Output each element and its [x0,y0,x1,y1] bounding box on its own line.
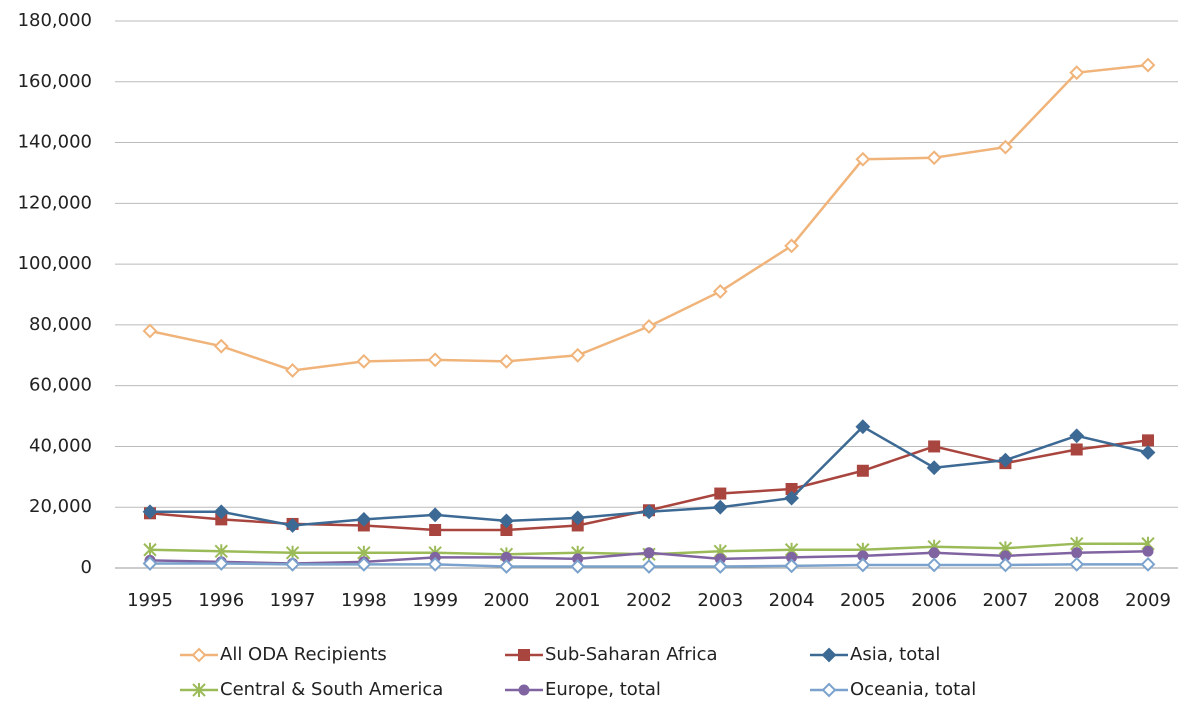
y-tick-label: 120,000 [18,192,92,213]
x-tick-label: 2006 [911,590,957,611]
legend-label: All ODA Recipients [220,644,387,665]
marker [712,559,728,574]
marker [427,352,443,368]
x-tick-label: 1995 [127,590,173,611]
x-tick-label: 2002 [626,590,672,611]
marker [712,284,728,299]
legend-marker [518,649,530,661]
marker [213,504,229,520]
legend-marker [191,647,207,663]
x-tick-label: 2001 [555,590,601,611]
marker [712,499,728,515]
marker [1070,443,1083,456]
marker [926,557,942,573]
marker [998,452,1013,468]
marker [213,338,229,354]
y-tick-label: 20,000 [29,496,92,517]
marker [928,547,940,559]
marker [356,556,372,572]
x-tick-label: 1997 [270,590,316,611]
marker [143,542,157,557]
marker [855,557,871,573]
legend-marker [821,682,837,698]
marker [213,556,229,571]
x-tick-label: 2009 [1125,590,1171,611]
marker [570,510,586,526]
y-tick-label: 40,000 [29,435,92,456]
legend-label: Europe, total [545,679,661,700]
marker [998,557,1013,573]
marker [142,323,158,339]
marker [142,504,158,520]
marker [285,518,300,533]
x-tick-label: 1999 [412,590,458,611]
y-tick-label: 180,000 [18,10,92,31]
x-tick-label: 2007 [983,590,1029,611]
marker [784,490,799,506]
marker [784,238,799,254]
legend-label: Oceania, total [850,679,976,700]
marker [427,556,443,572]
marker [641,504,657,520]
marker [356,353,372,369]
y-tick-label: 140,000 [18,132,92,153]
marker [1071,547,1083,559]
legend-label: Asia, total [850,644,940,665]
x-tick-label: 2005 [840,590,886,611]
y-tick-label: 0 [81,557,92,578]
marker [570,559,586,574]
marker [926,150,942,166]
marker [356,511,372,527]
marker [499,353,514,369]
marker [142,556,158,571]
x-tick-label: 2004 [769,590,815,611]
marker [1140,556,1156,572]
marker [1140,445,1156,460]
x-tick-label: 2000 [484,590,530,611]
y-tick-label: 60,000 [29,375,92,396]
marker [998,139,1013,155]
marker [1069,428,1085,444]
y-tick-label: 160,000 [18,71,92,92]
marker [429,524,442,537]
marker [427,507,443,523]
legend-marker [821,647,837,663]
marker [1069,556,1085,572]
legend-marker [518,684,530,696]
marker [714,487,727,500]
x-tick-label: 2003 [697,590,743,611]
y-tick-label: 80,000 [29,314,92,335]
marker [856,464,869,477]
x-tick-label: 1996 [198,590,244,611]
marker [1069,65,1085,81]
marker [285,363,300,378]
marker [641,318,657,334]
marker [643,547,655,559]
x-tick-label: 2008 [1054,590,1100,611]
marker [1142,434,1154,447]
marker [570,347,586,363]
marker [641,559,657,574]
x-tick-label: 1998 [341,590,387,611]
marker [499,559,514,574]
marker [784,558,799,574]
marker [499,513,514,529]
legend-label: Central & South America [220,679,443,700]
y-tick-label: 100,000 [18,253,92,274]
legend-label: Sub-Saharan Africa [545,644,718,665]
marker [285,556,300,572]
marker [855,419,871,435]
marker [1140,57,1156,73]
marker [926,460,942,476]
legend-marker [192,683,206,697]
marker [1142,545,1154,557]
marker [928,440,941,453]
marker [855,151,871,167]
marker [214,544,228,559]
